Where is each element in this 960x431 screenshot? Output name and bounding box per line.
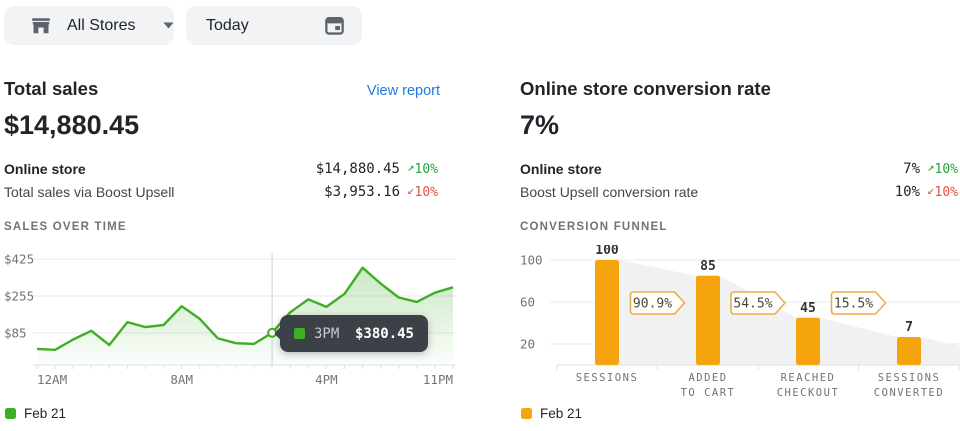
conversion-rate-value: 7%	[520, 110, 560, 140]
svg-text:$255: $255	[4, 289, 34, 304]
legend-label: Feb 21	[24, 406, 67, 421]
total-sales-amount: $14,880.45	[4, 110, 140, 140]
svg-text:4PM: 4PM	[315, 372, 338, 387]
arrow-up-icon: ↗	[407, 160, 415, 174]
svg-text:8AM: 8AM	[170, 372, 193, 387]
metric-delta-down: ↙10%	[407, 183, 438, 200]
date-filter-button[interactable]: Today	[186, 6, 362, 45]
conversion-metrics: Online store 7% ↗10% Boost Upsell conver…	[520, 157, 960, 203]
svg-text:15.5%: 15.5%	[834, 297, 873, 312]
svg-text:CONVERTED: CONVERTED	[874, 387, 944, 399]
metric-label: Online store	[4, 160, 86, 177]
svg-text:TO CART: TO CART	[681, 387, 736, 399]
tooltip-value: $380.45	[354, 325, 414, 342]
svg-text:SESSIONS: SESSIONS	[576, 372, 639, 384]
svg-text:100: 100	[520, 253, 543, 268]
conversion-rate-card: Online store conversion rate 7% Online s…	[520, 70, 960, 431]
filters-toolbar: All Stores Today	[0, 0, 960, 56]
view-report-link[interactable]: View report	[366, 83, 440, 99]
tooltip-time: 3PM	[314, 325, 340, 342]
chevron-down-icon	[163, 22, 174, 29]
conversion-funnel-heading: CONVERSION FUNNEL	[520, 221, 668, 233]
metric-row-online-store: Online store $14,880.45 ↗10%	[4, 157, 438, 180]
svg-text:100: 100	[595, 245, 619, 258]
store-filter-label: All Stores	[67, 16, 136, 34]
arrow-up-icon: ↗	[927, 160, 935, 174]
total-sales-title: Total sales	[4, 78, 99, 99]
svg-text:12AM: 12AM	[37, 372, 67, 387]
metric-value: $3,953.16	[324, 183, 400, 200]
svg-text:7: 7	[905, 320, 913, 335]
tooltip-series-swatch	[294, 328, 305, 339]
svg-text:SESSIONS: SESSIONS	[878, 372, 941, 384]
metric-value: 10%	[894, 183, 920, 200]
svg-text:ADDED: ADDED	[688, 372, 727, 384]
sales-legend-feb21[interactable]: Feb 21	[5, 406, 66, 421]
metric-delta-up: ↗10%	[407, 160, 438, 177]
arrow-down-icon: ↙	[407, 183, 415, 197]
svg-text:20: 20	[520, 337, 535, 352]
metric-value: $14,880.45	[315, 160, 400, 177]
chart-tooltip: 3PM $380.45	[280, 315, 428, 352]
svg-text:REACHED: REACHED	[781, 372, 836, 384]
conversion-funnel-chart[interactable]: 100 60 20 100 85 45 7 90.9% 54.5% 15.5% SESSIONS AD…	[520, 245, 960, 401]
legend-swatch-orange	[521, 408, 532, 419]
calendar-icon	[323, 14, 346, 37]
store-filter-button[interactable]: All Stores	[4, 6, 174, 45]
metric-label: Online store	[520, 160, 602, 177]
sales-over-time-heading: SALES OVER TIME	[4, 221, 127, 233]
svg-text:45: 45	[800, 301, 816, 316]
metric-row-boost-upsell: Total sales via Boost Upsell $3,953.16 ↙…	[4, 180, 438, 203]
total-sales-metrics: Online store $14,880.45 ↗10% Total sales…	[4, 157, 456, 203]
svg-text:$425: $425	[4, 252, 34, 267]
conversion-title: Online store conversion rate	[520, 78, 771, 99]
svg-text:85: 85	[700, 259, 716, 274]
legend-swatch-green	[5, 408, 16, 419]
svg-text:11PM: 11PM	[423, 372, 453, 387]
arrow-down-icon: ↙	[927, 183, 935, 197]
svg-text:54.5%: 54.5%	[733, 297, 772, 312]
svg-text:CHECKOUT: CHECKOUT	[777, 387, 840, 399]
metric-delta-down: ↙10%	[927, 183, 958, 200]
total-sales-card: Total sales View report $14,880.45 Onlin…	[4, 70, 456, 431]
metric-label: Boost Upsell conversion rate	[520, 183, 699, 200]
storefront-icon	[30, 15, 52, 37]
metric-label: Total sales via Boost Upsell	[4, 183, 175, 200]
metric-value: 7%	[903, 160, 920, 177]
metric-row-boost-upsell: Boost Upsell conversion rate 10% ↙10%	[520, 180, 958, 203]
svg-text:90.9%: 90.9%	[633, 297, 672, 312]
metric-row-online-store: Online store 7% ↗10%	[520, 157, 958, 180]
funnel-legend-feb21[interactable]: Feb 21	[521, 406, 582, 421]
svg-text:60: 60	[520, 295, 535, 310]
date-filter-label: Today	[206, 16, 249, 34]
metric-delta-up: ↗10%	[927, 160, 958, 177]
svg-text:$85: $85	[4, 326, 27, 341]
legend-label: Feb 21	[540, 406, 583, 421]
